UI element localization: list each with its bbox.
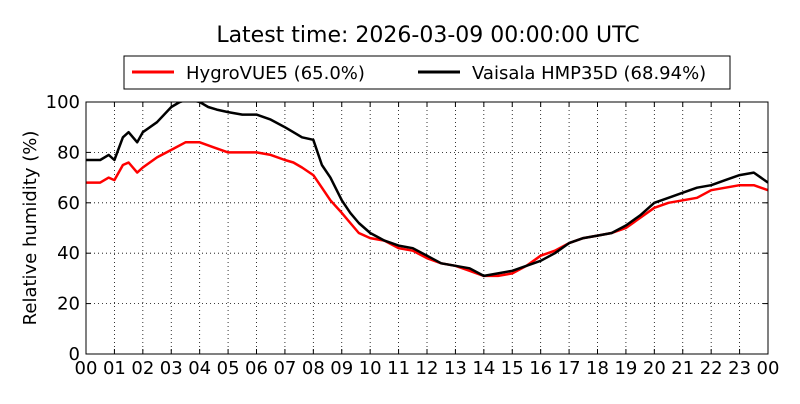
x-tick-label: 09 (330, 358, 353, 379)
legend: HygroVUE5 (65.0%) Vaisala HMP35D (68.94%… (123, 55, 731, 90)
x-tick-label: 18 (586, 358, 609, 379)
x-tick-label: 07 (273, 358, 296, 379)
y-tick-label: 60 (57, 193, 80, 214)
y-axis-label: Relative humidity (%) (20, 131, 41, 326)
x-tick-label: 02 (131, 358, 154, 379)
y-tick-label: 0 (69, 344, 80, 365)
legend-label-vaisala: Vaisala HMP35D (68.94%) (472, 63, 706, 84)
x-tick-label: 13 (444, 358, 467, 379)
series-lines (86, 102, 768, 278)
x-tick-label: 03 (160, 358, 183, 379)
y-tick-label: 100 (46, 92, 80, 113)
x-tick-label: 22 (700, 358, 723, 379)
x-tick-label: 21 (671, 358, 694, 379)
x-tick-label: 06 (245, 358, 268, 379)
y-tick-label: 40 (57, 243, 80, 264)
x-tick-label: 01 (103, 358, 126, 379)
x-tick-label: 20 (643, 358, 666, 379)
x-tick-label: 17 (558, 358, 581, 379)
chart-title: Latest time: 2026-03-09 00:00:00 UTC (216, 23, 639, 48)
x-tick-label: 12 (416, 358, 439, 379)
x-tick-label: 00 (75, 358, 98, 379)
y-tick-label: 80 (57, 142, 80, 163)
series-line-vaisala (86, 102, 768, 278)
x-tick-label: 05 (217, 358, 240, 379)
x-tick-label: 16 (529, 358, 552, 379)
x-tick-label: 23 (728, 358, 751, 379)
x-tick-label: 19 (614, 358, 637, 379)
x-tick-label: 10 (359, 358, 382, 379)
x-tick-label: 00 (757, 358, 780, 379)
axis-ticks: 00 01 02 03 04 05 06 07 08 09 10 11 12 13 14 15 16 17 18 19… (46, 92, 780, 379)
legend-label-hygrovue5: HygroVUE5 (65.0%) (186, 63, 365, 84)
x-tick-label: 15 (501, 358, 524, 379)
plot-frame (85, 101, 769, 355)
x-tick-label: 04 (188, 358, 211, 379)
x-tick-label: 11 (387, 358, 410, 379)
x-tick-label: 08 (302, 358, 325, 379)
y-tick-label: 20 (57, 294, 80, 315)
x-tick-label: 14 (472, 358, 495, 379)
